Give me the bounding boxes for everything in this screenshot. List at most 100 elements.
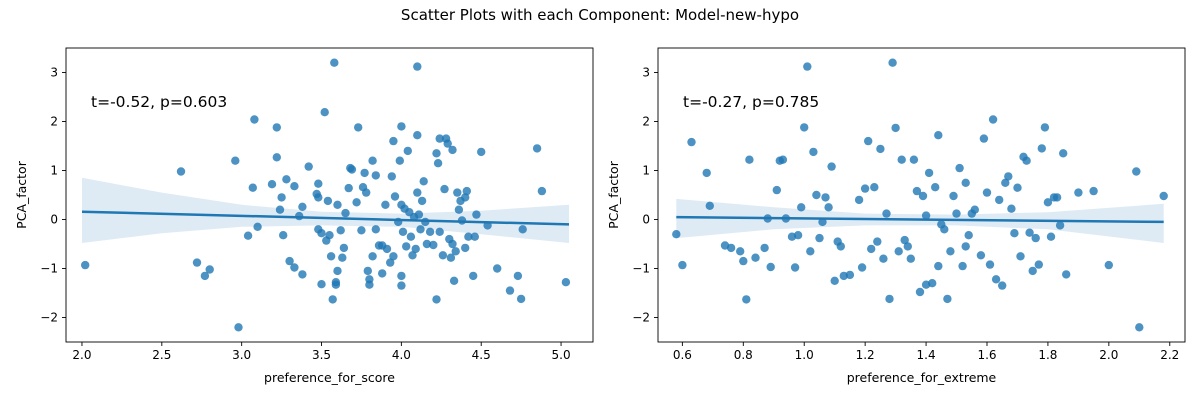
- data-point: [440, 184, 449, 194]
- x-tick-label: 1.0: [795, 348, 814, 362]
- data-point: [955, 163, 964, 173]
- data-point: [81, 260, 90, 270]
- data-point: [298, 270, 307, 279]
- confidence-band: [82, 177, 569, 243]
- data-point: [803, 62, 812, 71]
- data-point: [505, 286, 515, 295]
- data-point: [338, 253, 347, 262]
- data-point: [317, 280, 326, 289]
- data-point: [897, 155, 906, 164]
- data-point: [857, 263, 867, 272]
- data-point: [742, 295, 751, 304]
- data-point: [314, 179, 323, 188]
- data-point: [864, 136, 873, 146]
- data-point: [378, 269, 387, 278]
- data-point: [432, 295, 441, 304]
- x-tick-label: 5.0: [552, 348, 571, 362]
- data-point: [448, 239, 457, 249]
- x-tick-label: 1.2: [856, 348, 875, 362]
- data-point: [921, 211, 931, 220]
- data-point: [672, 230, 681, 239]
- y-tick-label: −1: [632, 262, 650, 276]
- data-point: [1040, 123, 1050, 132]
- data-point: [1062, 270, 1071, 279]
- data-point: [365, 280, 374, 289]
- data-point: [915, 287, 925, 297]
- data-point: [806, 247, 815, 256]
- data-point: [277, 193, 286, 202]
- data-point: [903, 242, 912, 251]
- axes-frame: [65, 47, 594, 343]
- data-point: [352, 198, 361, 207]
- data-point: [836, 242, 845, 251]
- data-point: [934, 131, 943, 140]
- data-point: [267, 180, 277, 189]
- x-axis-label: preference_for_score: [264, 370, 395, 385]
- data-point: [360, 168, 369, 178]
- data-point: [285, 256, 294, 266]
- data-point: [885, 294, 894, 304]
- data-point: [918, 191, 928, 201]
- data-point: [912, 186, 922, 196]
- data-point: [982, 188, 992, 197]
- data-point: [272, 153, 281, 162]
- data-point: [390, 192, 400, 201]
- data-point: [928, 279, 937, 288]
- data-point: [416, 225, 425, 234]
- data-point: [461, 243, 470, 253]
- data-point: [397, 281, 406, 290]
- plot-area: [672, 58, 1168, 332]
- data-point: [243, 231, 253, 240]
- data-point: [778, 155, 788, 164]
- data-point: [940, 225, 949, 234]
- data-point: [446, 253, 456, 262]
- data-point: [381, 200, 390, 209]
- data-point: [870, 183, 879, 192]
- data-point: [516, 294, 526, 304]
- data-point: [678, 260, 687, 270]
- data-point: [448, 145, 457, 155]
- y-tick-label: 0: [642, 213, 650, 227]
- figure-title: Scatter Plots with each Component: Model…: [400, 6, 800, 24]
- data-point: [1037, 144, 1047, 153]
- data-point: [1010, 229, 1019, 238]
- data-point: [873, 237, 882, 246]
- data-point: [462, 186, 471, 196]
- data-point: [477, 147, 486, 157]
- data-point: [461, 193, 470, 202]
- x-tick-label: 2.2: [1160, 348, 1179, 362]
- data-point: [860, 184, 870, 193]
- data-point: [879, 254, 888, 263]
- y-tick-label: 1: [642, 164, 650, 178]
- data-point: [438, 251, 448, 260]
- data-point: [702, 168, 711, 178]
- y-tick-label: 0: [50, 213, 58, 227]
- data-point: [470, 232, 479, 241]
- data-point: [328, 295, 337, 304]
- axes-frame: [657, 47, 1186, 343]
- data-point: [961, 178, 970, 187]
- data-point: [402, 242, 411, 251]
- x-tick-label: 4.0: [392, 348, 411, 362]
- data-point: [413, 188, 422, 197]
- data-point: [518, 225, 527, 234]
- data-point: [253, 222, 262, 231]
- x-tick-label: 1.4: [917, 348, 936, 362]
- data-point: [454, 205, 464, 214]
- data-point: [1007, 204, 1016, 213]
- y-axis-label: PCA_factor: [606, 160, 621, 229]
- data-point: [368, 252, 377, 261]
- data-point: [371, 225, 380, 234]
- data-point: [314, 193, 323, 202]
- data-point: [411, 244, 420, 254]
- data-point: [192, 258, 202, 267]
- data-point: [867, 244, 876, 254]
- data-point: [387, 172, 396, 181]
- data-point: [389, 136, 398, 146]
- data-point: [793, 231, 803, 240]
- data-point: [1028, 266, 1037, 276]
- data-point: [298, 202, 307, 211]
- data-point: [924, 168, 934, 178]
- y-tick-label: −1: [40, 262, 58, 276]
